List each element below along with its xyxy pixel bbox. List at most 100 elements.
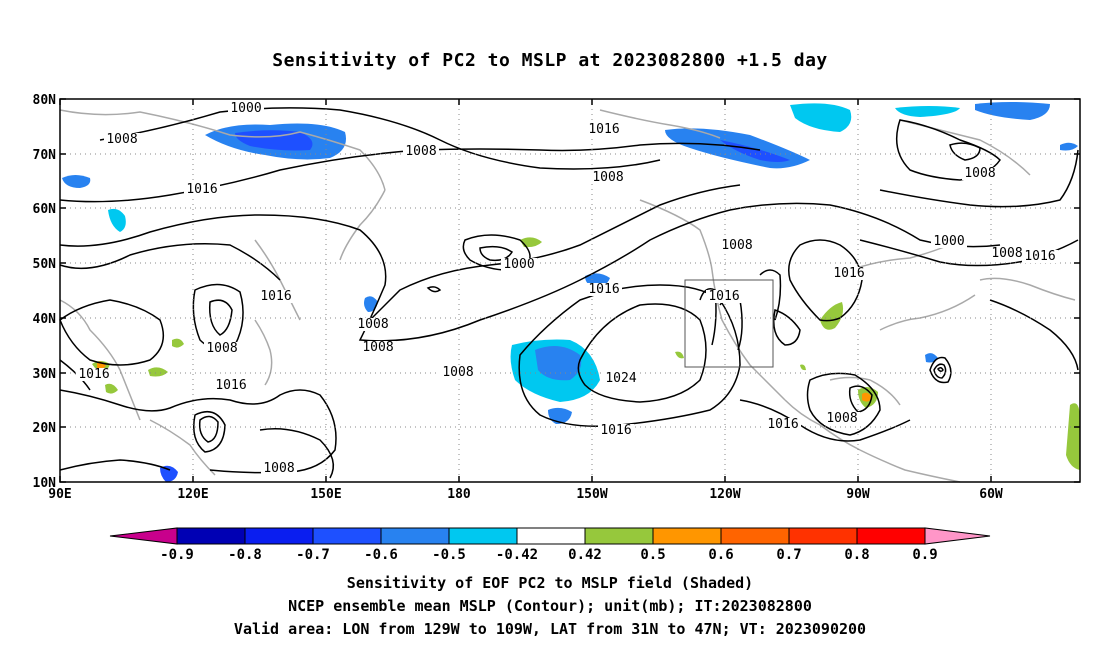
colorbar-label: 0.6 [708,547,733,563]
map-frame [59,98,1081,483]
contour-label-bg [989,247,1025,260]
lat-label: 30N [33,367,57,382]
lon-label: 150E [310,487,341,502]
lat-label: 10N [33,476,57,491]
lon-label: 90E [48,487,71,502]
contour-label-bg [440,366,476,379]
footer-line-2: NCEP ensemble mean MSLP (Contour); unit(… [288,597,812,615]
sensitivity-shading [62,102,1080,482]
colorbar-segment [312,527,382,545]
contour-label-bg [258,290,294,303]
contour-label-bg [824,412,860,425]
contour-label-bg [765,418,801,431]
contour-label-bg [1022,250,1058,263]
colorbar-label: -0.9 [160,547,194,563]
gridlines [60,99,1080,482]
contour-label: 1016 [600,423,631,438]
contour-label: 1008 [826,411,857,426]
page-title: Sensitivity of PC2 to MSLP at 2023082800… [272,50,828,71]
contour-label: 1016 [186,182,217,197]
mslp-contours [59,107,1079,479]
coastlines [59,109,1076,483]
contour-label-bg [360,341,396,354]
colorbar-label: -0.8 [228,547,262,563]
contour-label-bg [228,102,264,115]
colorbar-label: 0.8 [844,547,869,563]
lon-label: 150W [576,487,607,502]
contour-labels: 1000100810081016101610081008101610001016… [76,101,1058,476]
contour-label: 1008 [263,461,294,476]
colorbar-segment [856,527,926,545]
contour-label: 1000 [933,234,964,249]
footer-line-3: Valid area: LON from 129W to 109W, LAT f… [233,620,867,638]
colorbar: -0.9 -0.8 -0.7 -0.6 -0.5 -0.42 0.42 0.5 0.6 0.7 0.… [109,527,991,563]
contour-label: 1008 [442,365,473,380]
colorbar-label: 0.42 [568,547,602,563]
colorbar-label: 0.7 [776,547,801,563]
lat-label: 50N [33,257,57,272]
contour-label-bg [204,342,240,355]
lon-label: 120E [177,487,208,502]
colorbar-segment [448,527,518,545]
contour-label-bg [831,267,867,280]
axes: 90E 120E 150E 180 150W 120W 90W 60W 80N 70N 60N 50N… [33,93,1080,502]
lat-label: 60N [33,202,57,217]
contour-label-bg [501,258,537,271]
contour-label: 1008 [721,238,752,253]
contour-label: 1008 [106,132,137,147]
contour-label: 1008 [405,144,436,159]
contour-label: 1016 [588,122,619,137]
lon-label: 120W [709,487,740,502]
colorbar-segment [788,527,858,545]
colorbar-segment [380,527,450,545]
colorbar-label: 0.5 [640,547,665,563]
footer-line-1: Sensitivity of EOF PC2 to MSLP field (Sh… [346,574,754,592]
contour-label-bg [261,462,297,475]
contour-label: 1016 [708,289,739,304]
contour-label-bg [355,318,391,331]
contour-label: 1016 [260,289,291,304]
contour-label-bg [586,123,622,136]
contour-label-bg [213,379,249,392]
colorbar-label: -0.6 [364,547,398,563]
valid-area-box [684,279,774,368]
contour-label-bg [104,133,140,146]
lat-label: 20N [33,421,57,436]
contour-label: 1008 [991,246,1022,261]
contour-label: 1016 [78,367,109,382]
contour-label: 1000 [230,101,261,116]
contour-label-bg [719,239,755,252]
colorbar-segment [244,527,314,545]
colorbar-segment [720,527,790,545]
contour-label-bg [76,368,112,381]
contour-label: 1016 [1024,249,1055,264]
colorbar-segment [176,527,246,545]
contour-label: 1016 [215,378,246,393]
colorbar-segment [516,527,586,545]
contour-label: 1008 [206,341,237,356]
lon-label: 60W [979,487,1003,502]
contour-label-bg [931,235,967,248]
contour-label: 1024 [605,371,636,386]
colorbar-segment [652,527,722,545]
colorbar-segment [584,527,654,545]
contour-label-bg [603,372,639,385]
contour-label: 1000 [503,257,534,272]
contour-label: 1008 [964,166,995,181]
lat-label: 70N [33,148,57,163]
colorbar-label: -0.5 [432,547,466,563]
contour-label-bg [598,424,634,437]
contour-label-bg [962,167,998,180]
contour-label: 1008 [592,170,623,185]
contour-label: 1016 [588,282,619,297]
contour-label-bg [586,283,622,296]
contour-label: 1008 [362,340,393,355]
contour-label: 1008 [357,317,388,332]
colorbar-lower-extend [109,527,178,545]
lat-label: 80N [33,93,57,108]
contour-label-bg [590,171,626,184]
lon-label: 90W [846,487,870,502]
contour-label: 1016 [833,266,864,281]
contour-label-bg [403,145,439,158]
